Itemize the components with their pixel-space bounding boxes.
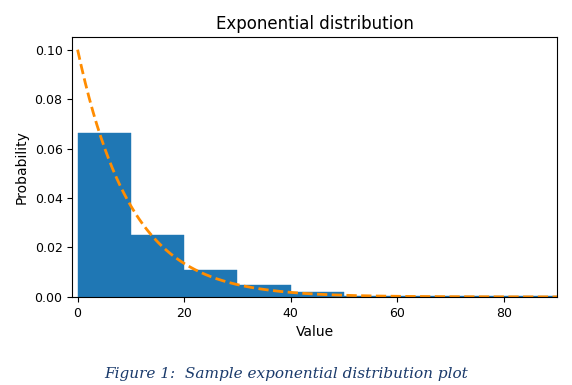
Bar: [184, 270, 237, 297]
Bar: [78, 132, 131, 297]
X-axis label: Value: Value: [296, 325, 333, 339]
Bar: [131, 235, 184, 297]
Bar: [291, 292, 344, 297]
Text: Figure 1:  Sample exponential distribution plot: Figure 1: Sample exponential distributio…: [104, 367, 468, 381]
Bar: [237, 285, 291, 297]
Y-axis label: Probability: Probability: [15, 130, 29, 204]
Bar: [344, 296, 557, 297]
Title: Exponential distribution: Exponential distribution: [216, 15, 414, 33]
